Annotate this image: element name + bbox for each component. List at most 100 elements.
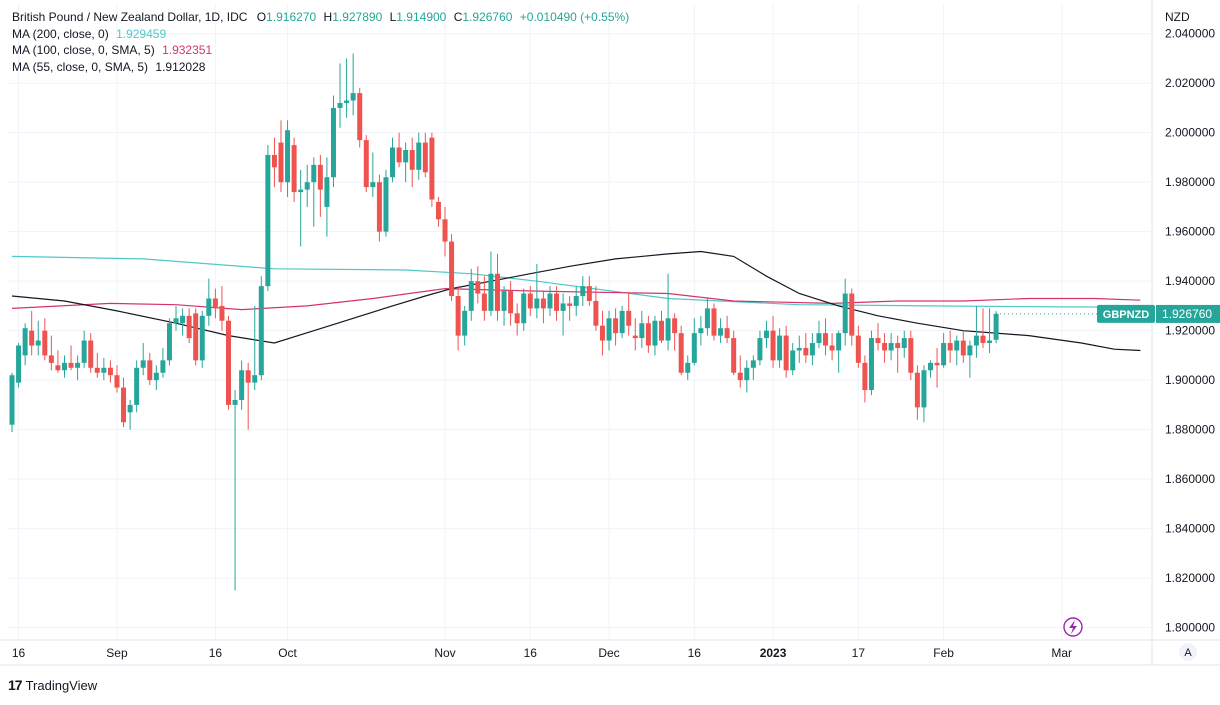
candle-body	[370, 182, 376, 188]
candle-down	[895, 335, 901, 373]
time-tick-label: Dec	[598, 646, 619, 660]
candle-down	[245, 362, 251, 430]
tradingview-logo-icon: 17	[8, 677, 23, 693]
candle-body	[153, 372, 159, 381]
candle-body	[941, 343, 947, 366]
tradingview-footer[interactable]: 17 TradingView	[8, 677, 97, 693]
candle-body	[645, 323, 651, 346]
candle-down	[226, 315, 232, 410]
candle-body	[35, 340, 41, 346]
candle-up	[298, 169, 304, 247]
price-tick-label: 1.800000	[1165, 621, 1215, 635]
candle-body	[639, 323, 645, 339]
candle-body	[993, 313, 999, 340]
candle-body	[357, 93, 363, 141]
price-tick-label: 1.980000	[1165, 175, 1215, 189]
candle-down	[829, 333, 835, 361]
candle-body	[330, 107, 336, 178]
price-tick-label: 2.000000	[1165, 126, 1215, 140]
candle-up	[173, 305, 179, 331]
indicator-ma100[interactable]: MA (100, close, 0, SMA, 5) 1.932351	[12, 42, 629, 59]
ohlc-high: H1.927890	[323, 10, 383, 24]
candle-down	[508, 281, 514, 326]
ohlc-close: C1.926760	[453, 10, 513, 24]
candle-up	[750, 355, 756, 381]
candle-body	[101, 367, 107, 373]
candle-up	[160, 347, 166, 378]
candle-body	[888, 343, 894, 351]
indicator-label: MA (55, close, 0, SMA, 5)	[12, 59, 149, 74]
candle-down	[271, 137, 277, 188]
candle-body	[429, 137, 435, 200]
candle-body	[252, 375, 258, 383]
candle-up	[777, 328, 783, 368]
candle-up	[403, 142, 409, 183]
candle-body	[672, 318, 678, 334]
ma-line-2	[11, 250, 1141, 352]
candle-up	[285, 120, 291, 198]
candle-body	[783, 335, 789, 371]
candle-up	[993, 311, 999, 344]
candle-down	[88, 333, 94, 373]
candle-up	[258, 276, 264, 381]
candle-body	[554, 293, 560, 311]
candle-body	[449, 241, 455, 297]
candle-up	[665, 273, 671, 351]
candle-body	[626, 310, 632, 326]
candle-down	[770, 315, 776, 368]
candle-body	[206, 298, 212, 316]
candle-up	[370, 152, 376, 198]
candle-body	[199, 315, 205, 361]
price-tick-label: 1.940000	[1165, 274, 1215, 288]
candle-up	[9, 372, 15, 433]
candle-body	[606, 318, 612, 341]
candle-down	[908, 330, 914, 381]
price-tick-label: 2.040000	[1165, 27, 1215, 41]
candle-body	[317, 164, 323, 190]
indicator-ma55[interactable]: MA (55, close, 0, SMA, 5) 1.912028	[12, 59, 629, 76]
candle-up	[691, 318, 697, 366]
candle-body	[501, 291, 507, 311]
indicator-label: MA (100, close, 0, SMA, 5)	[12, 43, 155, 57]
candle-up	[239, 360, 245, 410]
candle-body	[947, 343, 953, 351]
candle-down	[731, 330, 737, 376]
candle-body	[68, 362, 74, 368]
candle-body	[481, 293, 487, 311]
candle-body	[278, 142, 284, 183]
candle-body	[586, 286, 592, 301]
candle-up	[967, 340, 973, 378]
indicator-ma200[interactable]: MA (200, close, 0) 1.929459	[12, 26, 629, 43]
candle-body	[534, 298, 540, 309]
candle-up	[265, 145, 271, 292]
candle-down	[475, 266, 481, 304]
candle-body	[987, 340, 993, 344]
candle-body	[849, 293, 855, 336]
candle-down	[357, 88, 363, 148]
price-tick-label: 1.920000	[1165, 324, 1215, 338]
candle-up	[816, 320, 822, 348]
candle-down	[632, 318, 638, 351]
candle-body	[422, 142, 428, 173]
candle-body	[829, 345, 835, 351]
candle-body	[855, 335, 861, 363]
candle-body	[29, 330, 35, 346]
candle-body	[311, 164, 317, 183]
price-axis[interactable]: NZD 2.040000 2.020000 2.000000 1.980000 1.960…	[1165, 10, 1215, 635]
price-change: +0.010490 (+0.55%)	[519, 10, 630, 24]
candle-body	[514, 313, 520, 324]
candle-down	[960, 330, 966, 363]
candle-body	[724, 328, 730, 339]
candle-up	[921, 365, 927, 423]
candle-up	[954, 335, 960, 366]
candle-body	[875, 338, 881, 344]
candle-up	[344, 58, 350, 118]
time-axis[interactable]: 16 Sep 16 Oct Nov 16 Dec 16 2023 17 Feb Mar A	[12, 643, 1197, 661]
candle-up	[704, 298, 710, 336]
candle-body	[934, 362, 940, 366]
candle-down	[947, 330, 953, 363]
candle-body	[271, 154, 277, 168]
candle-body	[718, 328, 724, 336]
candle-body	[698, 328, 704, 334]
